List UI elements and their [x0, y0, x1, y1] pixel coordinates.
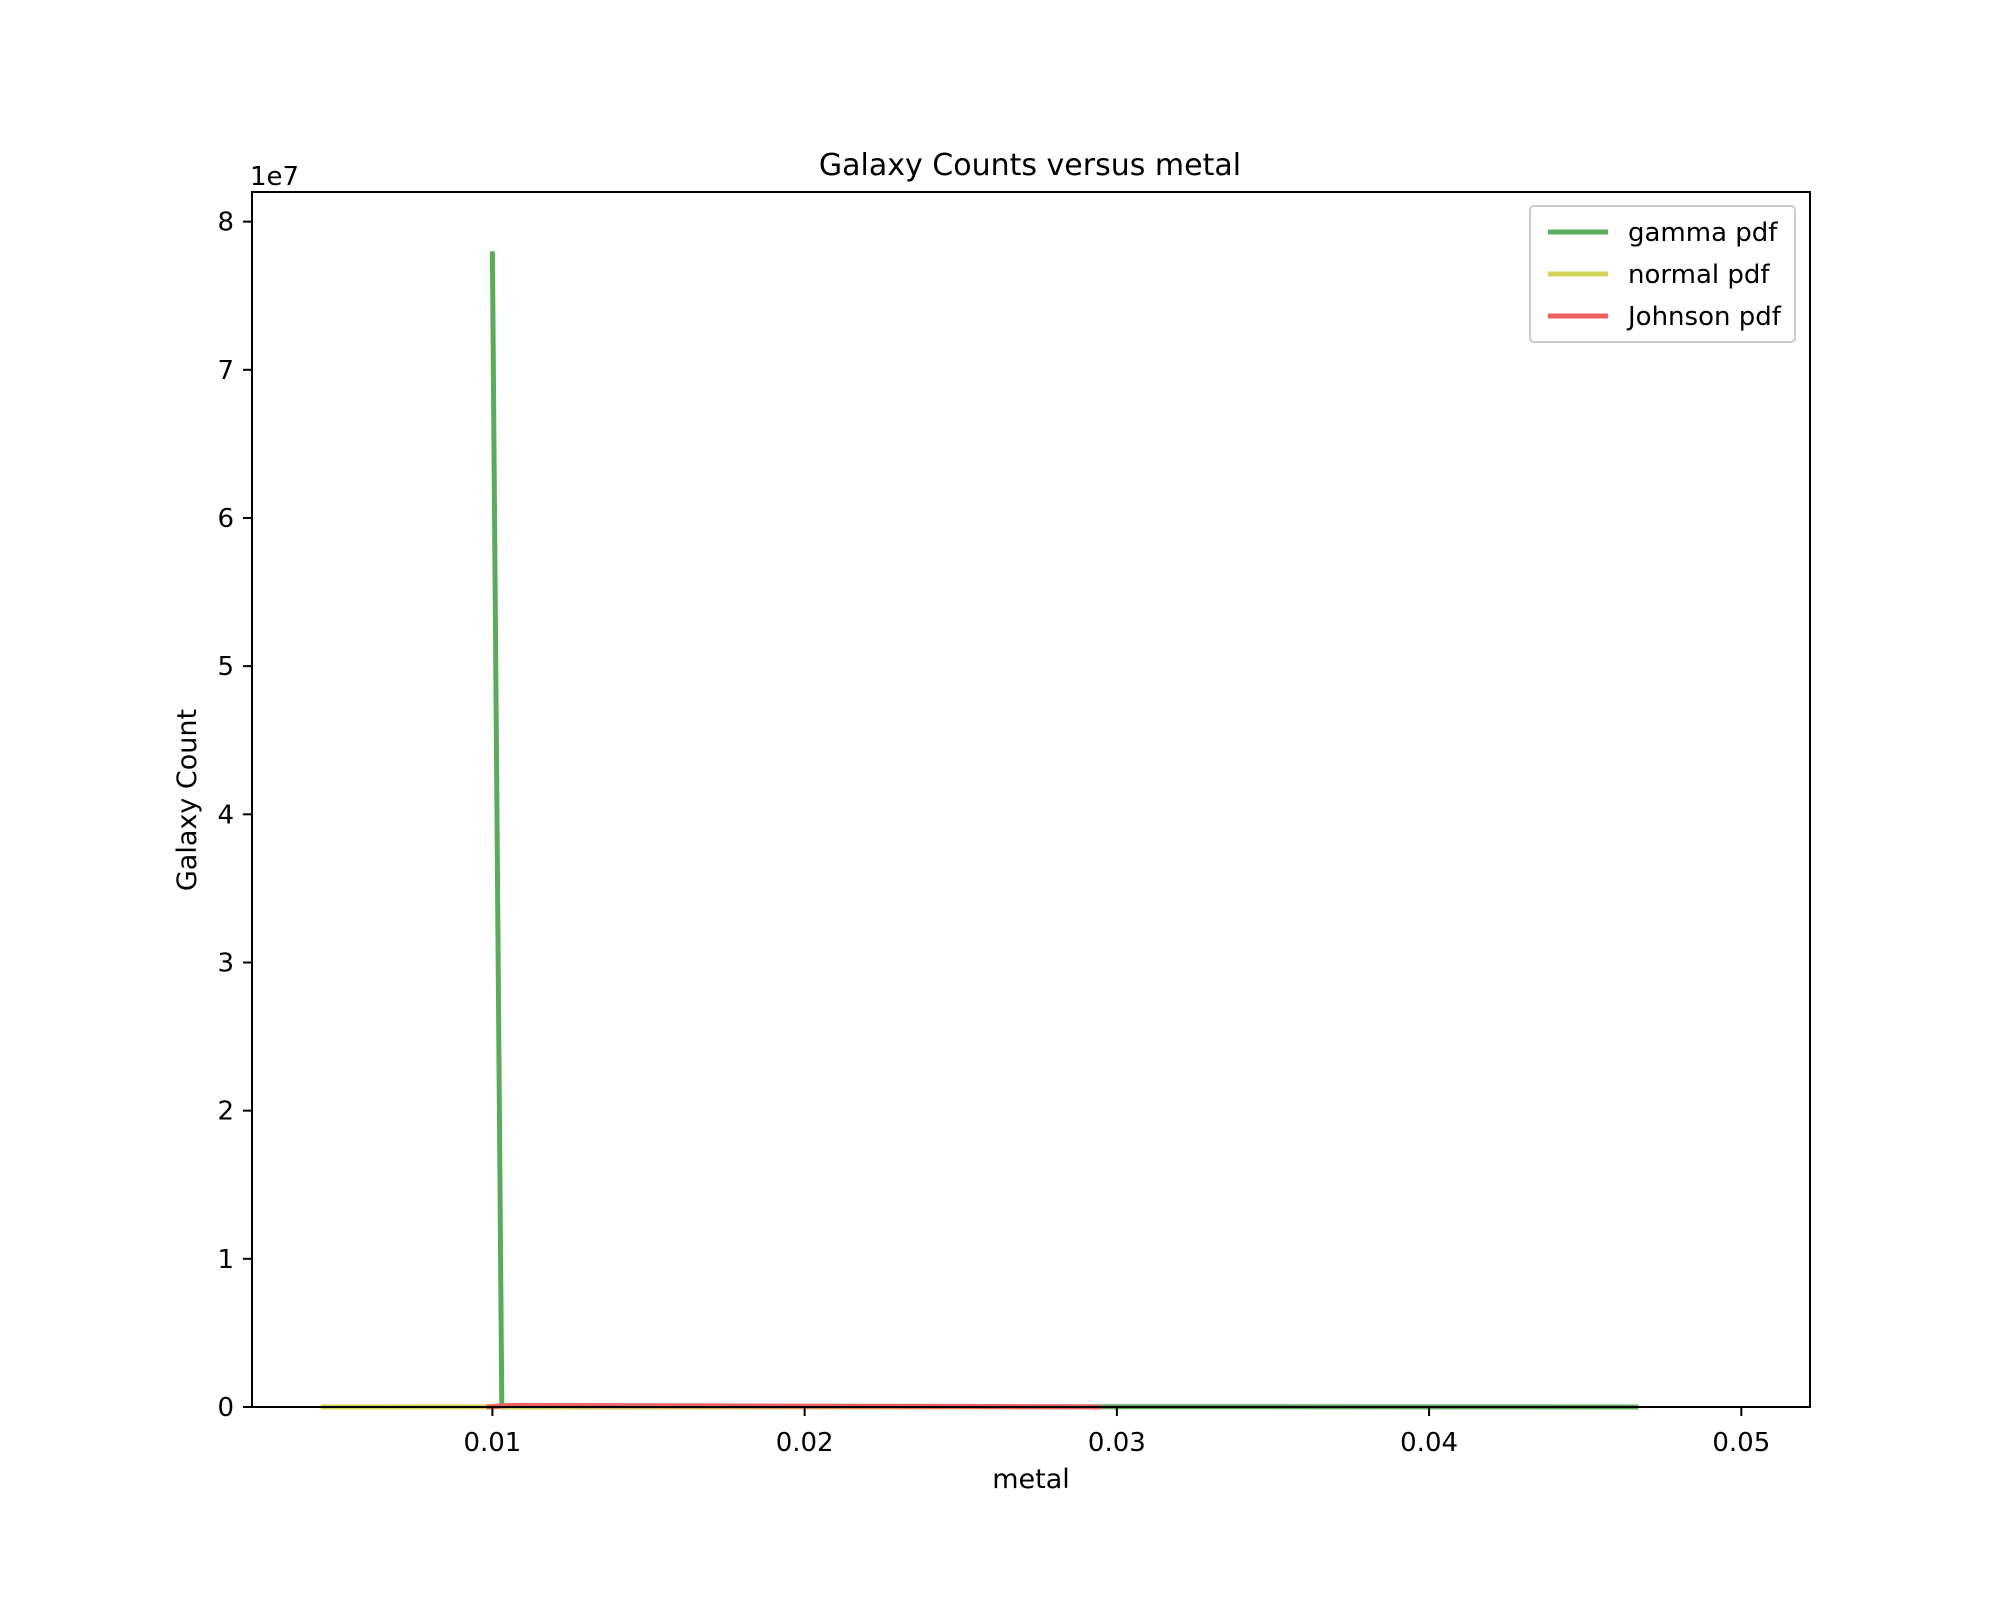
legend-label: normal pdf	[1628, 260, 1770, 290]
chart-title: Galaxy Counts versus metal	[819, 148, 1241, 183]
y-tick-label: 4	[217, 800, 234, 830]
legend-label: gamma pdf	[1628, 218, 1778, 248]
y-tick-label: 8	[217, 208, 234, 238]
x-tick-label: 0.04	[1400, 1428, 1458, 1458]
y-tick-label: 7	[217, 356, 234, 386]
y-offset-label: 1e7	[250, 162, 299, 192]
legend: gamma pdf normal pdf Johnson pdf	[1530, 206, 1795, 342]
x-tick-label: 0.02	[776, 1428, 834, 1458]
y-tick-label: 5	[217, 652, 234, 682]
x-tick-label: 0.05	[1712, 1428, 1770, 1458]
y-tick-label: 3	[217, 948, 234, 978]
y-tick-label: 1	[217, 1245, 234, 1275]
y-tick-label: 2	[217, 1097, 234, 1127]
y-axis-label: Galaxy Count	[172, 709, 203, 891]
x-axis-label: metal	[992, 1464, 1070, 1495]
legend-label: Johnson pdf	[1626, 302, 1782, 332]
y-tick-label: 6	[217, 504, 234, 534]
y-tick-label: 0	[217, 1393, 234, 1423]
x-tick-label: 0.03	[1088, 1428, 1146, 1458]
x-tick-label: 0.01	[463, 1428, 521, 1458]
